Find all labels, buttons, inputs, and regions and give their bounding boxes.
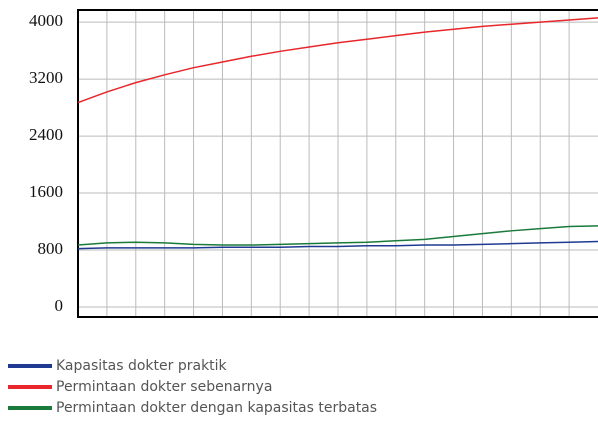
y-tick-label: 2400 bbox=[29, 125, 63, 144]
y-tick-label: 800 bbox=[38, 239, 64, 258]
legend-label: Permintaan dokter sebenarnya bbox=[56, 379, 272, 395]
series-line bbox=[77, 17, 598, 104]
plot-frame bbox=[77, 9, 598, 318]
y-tick-label: 3200 bbox=[29, 68, 63, 87]
legend-label: Permintaan dokter dengan kapasitas terba… bbox=[56, 400, 377, 416]
y-tick-label: 4000 bbox=[29, 11, 63, 30]
series-line bbox=[77, 225, 598, 246]
y-tick-label: 1600 bbox=[29, 182, 63, 201]
series-line bbox=[77, 240, 598, 250]
legend-label: Kapasitas dokter praktik bbox=[56, 358, 228, 374]
y-tick-label: 0 bbox=[55, 296, 64, 315]
